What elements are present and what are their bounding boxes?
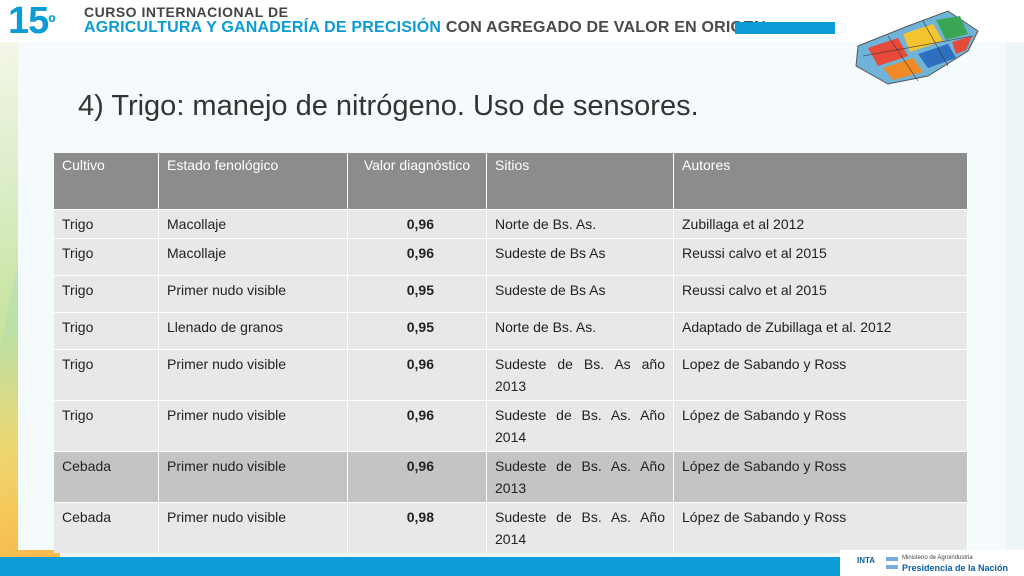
- cell-estado: Primer nudo visible: [158, 349, 348, 401]
- cell-sitio: Sudeste de Bs. As año 2013: [486, 349, 674, 401]
- cell-valor: 0,96: [347, 451, 487, 503]
- slide-title: 4) Trigo: manejo de nitrógeno. Uso de se…: [78, 90, 699, 122]
- table-row: Trigo Primer nudo visible 0,96 Sudeste d…: [54, 349, 968, 401]
- cell-autores: Reussi calvo et al 2015: [673, 238, 968, 276]
- table-row: Trigo Macollaje 0,96 Norte de Bs. As. Zu…: [54, 209, 968, 239]
- table-header-row: Cultivo Estado fenológico Valor diagnóst…: [54, 153, 968, 210]
- cell-sitio: Sudeste de Bs. As. Año 2014: [486, 400, 674, 452]
- edition-number: 15º: [8, 0, 56, 42]
- cell-autores: Reussi calvo et al 2015: [673, 275, 968, 313]
- cell-autores: Lopez de Sabando y Ross: [673, 349, 968, 401]
- footer-logos: [840, 550, 1024, 576]
- cell-valor: 0,96: [347, 209, 487, 239]
- cell-autores: López de Sabando y Ross: [673, 451, 968, 503]
- argentina-flag-icon: [886, 557, 898, 569]
- cell-sitio: Norte de Bs. As.: [486, 209, 674, 239]
- cell-sitio: Sudeste de Bs As: [486, 238, 674, 276]
- cell-sitio: Norte de Bs. As.: [486, 312, 674, 350]
- data-table: Cultivo Estado fenológico Valor diagnóst…: [54, 153, 968, 553]
- presidencia-label: Presidencia de la Nación: [902, 563, 1009, 573]
- cell-estado: Primer nudo visible: [158, 451, 348, 503]
- cell-cultivo: Trigo: [54, 400, 159, 452]
- cell-autores: López de Sabando y Ross: [673, 502, 968, 553]
- course-name-line1: CURSO INTERNACIONAL DE: [84, 4, 289, 20]
- cell-estado: Primer nudo visible: [158, 502, 348, 553]
- column-header-sitios: Sitios: [486, 153, 674, 210]
- inta-logo: INTA: [857, 556, 876, 565]
- footer-bar: [0, 557, 1024, 576]
- cell-cultivo: Trigo: [54, 238, 159, 276]
- cell-estado: Primer nudo visible: [158, 400, 348, 452]
- table-row: Cebada Primer nudo visible 0,96 Sudeste …: [54, 451, 968, 503]
- precision-field-map-icon: [855, 10, 979, 85]
- ministerio-label: Ministerio de Agroindustria: [902, 555, 973, 561]
- cell-valor: 0,95: [347, 312, 487, 350]
- table-row: Trigo Primer nudo visible 0,96 Sudeste d…: [54, 400, 968, 452]
- cell-cultivo: Cebada: [54, 502, 159, 553]
- cell-valor: 0,95: [347, 275, 487, 313]
- cell-valor: 0,96: [347, 238, 487, 276]
- table-row: Cebada Primer nudo visible 0,98 Sudeste …: [54, 502, 968, 553]
- course-header: 15º CURSO INTERNACIONAL DE AGRICULTURA Y…: [0, 0, 1024, 42]
- column-header-estado: Estado fenológico: [158, 153, 348, 210]
- cell-valor: 0,98: [347, 502, 487, 553]
- cell-sitio: Sudeste de Bs. As. Año 2013: [486, 451, 674, 503]
- table-row: Trigo Macollaje 0,96 Sudeste de Bs As Re…: [54, 238, 968, 276]
- column-header-autores: Autores: [673, 153, 968, 210]
- cell-valor: 0,96: [347, 349, 487, 401]
- cell-cultivo: Trigo: [54, 275, 159, 313]
- cell-cultivo: Trigo: [54, 312, 159, 350]
- cell-cultivo: Trigo: [54, 209, 159, 239]
- column-header-valor: Valor diagnóstico: [347, 153, 487, 210]
- cell-valor: 0,96: [347, 400, 487, 452]
- cell-sitio: Sudeste de Bs. As. Año 2014: [486, 502, 674, 553]
- cell-estado: Llenado de granos: [158, 312, 348, 350]
- header-accent-bar: [735, 22, 835, 34]
- cell-estado: Macollaje: [158, 238, 348, 276]
- cell-estado: Macollaje: [158, 209, 348, 239]
- cell-autores: Adaptado de Zubillaga et al. 2012: [673, 312, 968, 350]
- cell-autores: Zubillaga et al 2012: [673, 209, 968, 239]
- cell-cultivo: Cebada: [54, 451, 159, 503]
- column-header-cultivo: Cultivo: [54, 153, 159, 210]
- table-row: Trigo Primer nudo visible 0,95 Sudeste d…: [54, 275, 968, 313]
- cell-sitio: Sudeste de Bs As: [486, 275, 674, 313]
- table-row: Trigo Llenado de granos 0,95 Norte de Bs…: [54, 312, 968, 350]
- cell-autores: López de Sabando y Ross: [673, 400, 968, 452]
- cell-estado: Primer nudo visible: [158, 275, 348, 313]
- course-name-line2: AGRICULTURA Y GANADERÍA DE PRECISIÓN CON…: [84, 19, 766, 36]
- cell-cultivo: Trigo: [54, 349, 159, 401]
